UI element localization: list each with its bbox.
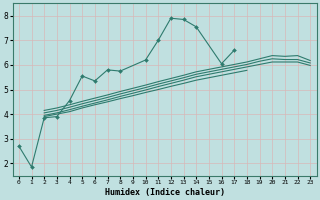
X-axis label: Humidex (Indice chaleur): Humidex (Indice chaleur) (105, 188, 225, 197)
